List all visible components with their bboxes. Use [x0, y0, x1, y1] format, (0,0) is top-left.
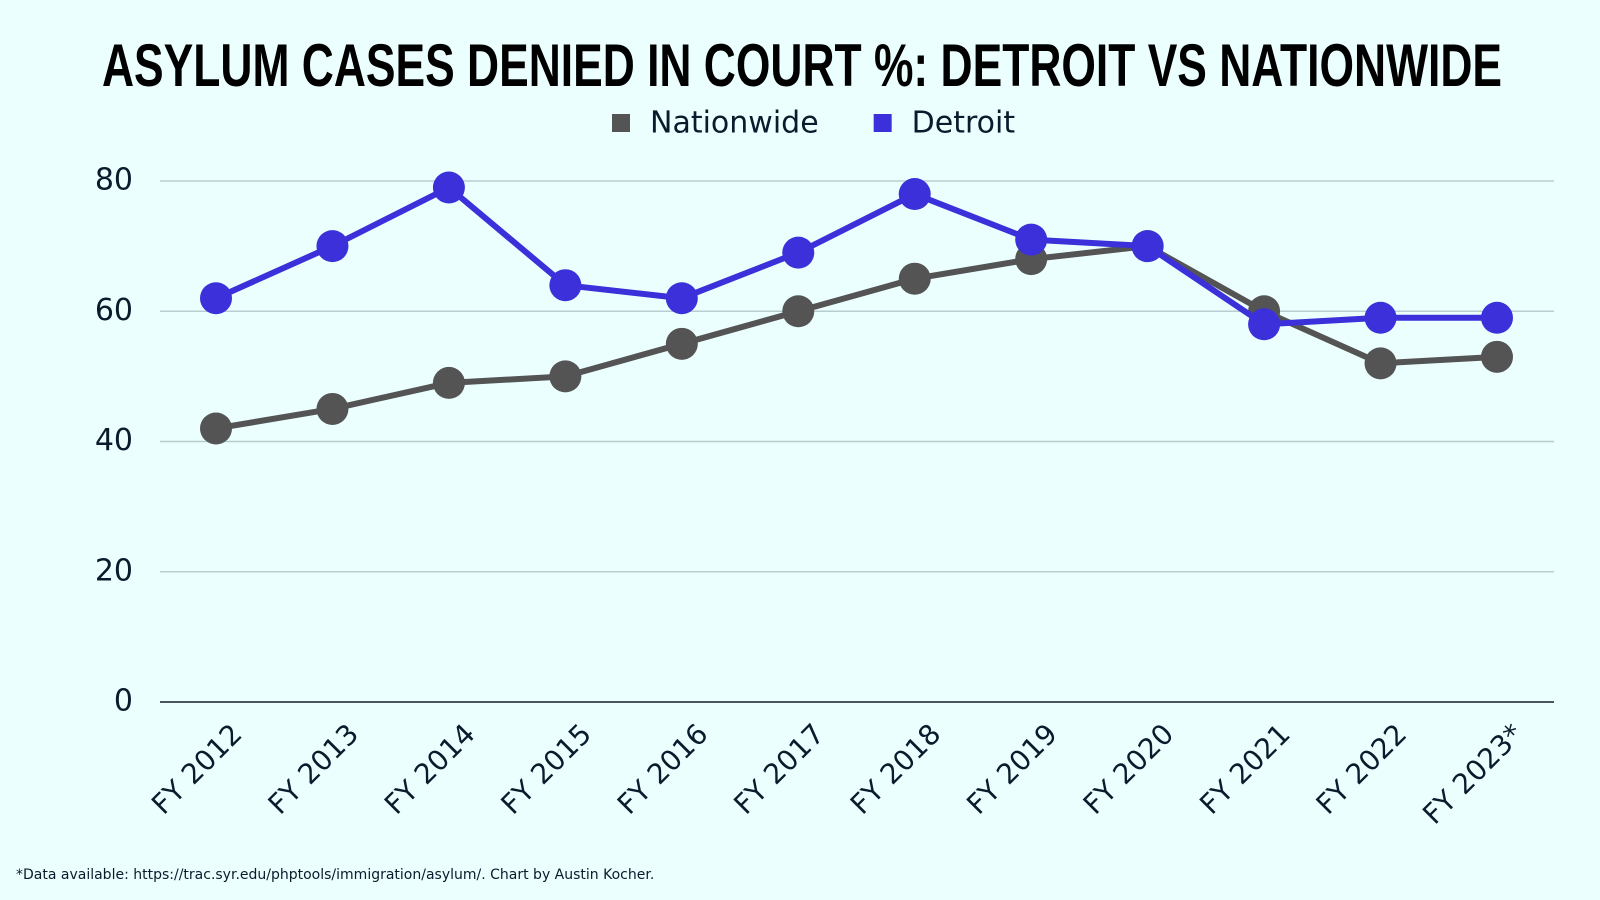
x-tick-label: FY 2016: [611, 717, 715, 821]
x-tick-label: FY 2018: [844, 717, 948, 821]
x-tick-label: FY 2015: [494, 717, 598, 821]
data-point: [316, 230, 349, 263]
series-line: [215, 243, 1498, 432]
x-tick-label: FY 2023*: [1416, 717, 1529, 830]
data-point: [782, 236, 815, 269]
x-tick-label: FY 2020: [1077, 717, 1181, 821]
y-tick-label: 80: [95, 163, 133, 198]
legend-swatch: [873, 114, 892, 132]
data-point: [1248, 308, 1281, 341]
data-point: [665, 282, 698, 315]
series-line: [214, 184, 1497, 328]
data-point: [316, 392, 349, 425]
y-tick-label: 40: [95, 423, 133, 458]
legend-swatch: [612, 114, 630, 132]
data-point: [1015, 223, 1048, 256]
legend-label: Detroit: [912, 106, 1016, 141]
y-tick-label: 60: [95, 293, 133, 328]
data-point: [665, 327, 698, 360]
x-tick-label: FY 2013: [262, 717, 366, 821]
data-point: [432, 171, 465, 204]
x-tick-label: FY 2012: [145, 717, 249, 821]
x-tick-label: FY 2017: [727, 717, 831, 821]
x-tick-label: FY 2014: [378, 717, 482, 821]
data-point: [200, 412, 232, 445]
data-point: [1364, 347, 1397, 380]
chart-title: ASYLUM CASES DENIED IN COURT %: DETROIT …: [102, 32, 1502, 99]
x-tick-label: FY 2021: [1193, 717, 1297, 821]
x-tick-label: FY 2019: [960, 717, 1064, 821]
data-point: [1131, 230, 1164, 263]
data-point: [200, 282, 232, 315]
y-tick-label: 0: [114, 684, 133, 719]
data-point: [898, 178, 931, 211]
data-point: [1481, 340, 1513, 373]
data-point: [1364, 301, 1397, 334]
footnote: *Data available: https://trac.syr.edu/ph…: [16, 867, 654, 883]
data-point: [549, 269, 582, 302]
data-point: [1481, 301, 1513, 334]
x-tick-label: FY 2022: [1310, 717, 1414, 821]
legend-label: Nationwide: [650, 106, 819, 141]
data-point: [898, 262, 931, 295]
data-point: [782, 295, 815, 328]
data-point: [549, 360, 582, 393]
y-tick-label: 20: [95, 553, 133, 588]
data-point: [432, 366, 465, 399]
